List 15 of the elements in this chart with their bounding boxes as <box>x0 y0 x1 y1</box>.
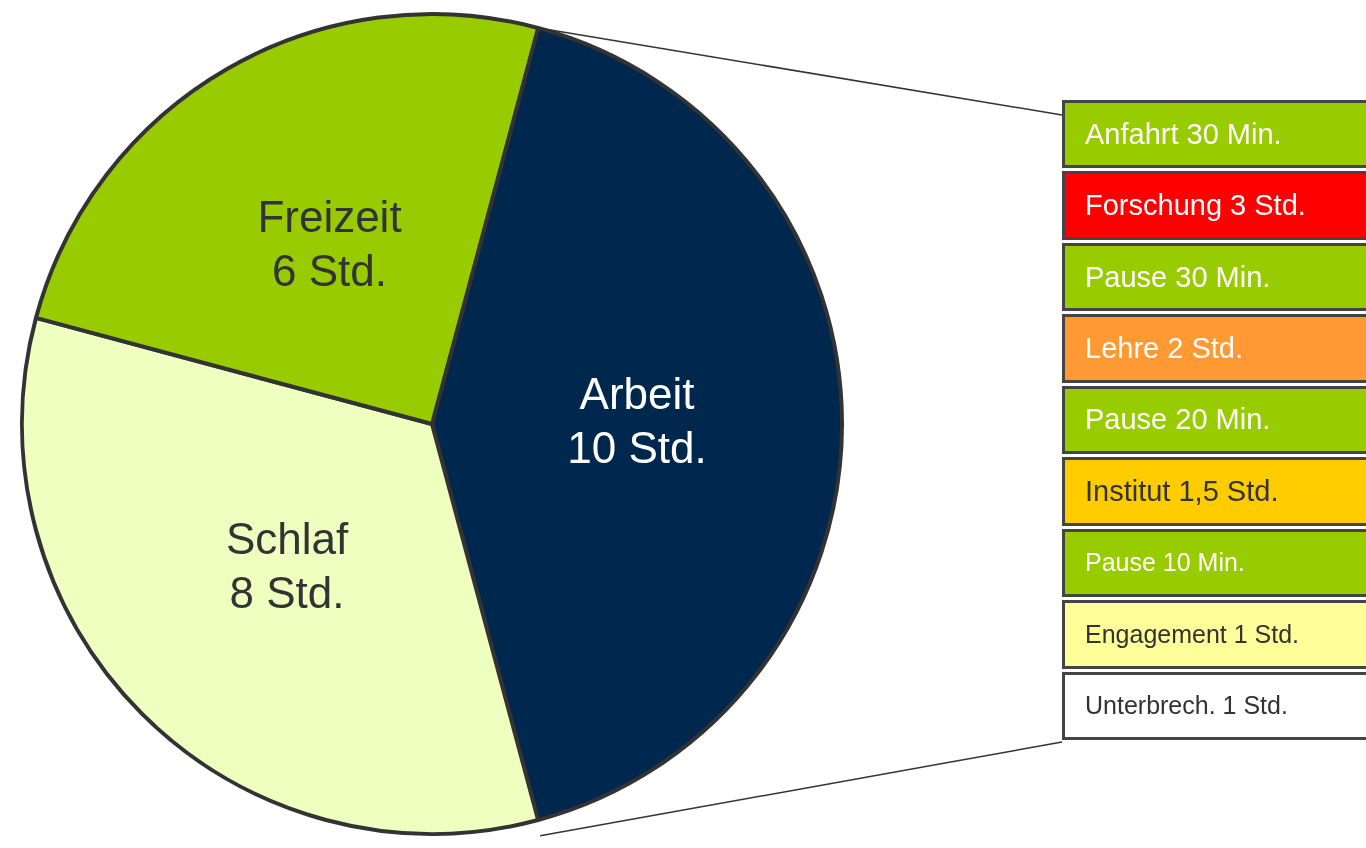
category-label: Pause 20 Min. <box>1062 385 1366 455</box>
data-label: 10 Std. <box>567 423 707 473</box>
slice-label: Schlaf <box>225 514 349 564</box>
category-label: Institut 1,5 Std. <box>1062 457 1366 526</box>
category-label: Anfahrt 30 Min. <box>1062 100 1366 169</box>
category-label: Lehre 2 Std. <box>1062 314 1366 383</box>
category-label: Engagement 1 Std. <box>1062 600 1366 669</box>
data-label: 6 Std. <box>272 245 387 295</box>
category-label: Unterbrech. 1 Std. <box>1062 671 1366 740</box>
category-label: Pause 10 Min. <box>1062 528 1366 598</box>
category-label: Forschung 3 Std. <box>1062 171 1366 240</box>
slice-label: Freizeit <box>257 191 402 241</box>
slice-label: Arbeit <box>579 369 695 419</box>
data-label: 8 Std. <box>229 568 345 618</box>
category-label: Pause 30 Min. <box>1062 242 1366 312</box>
